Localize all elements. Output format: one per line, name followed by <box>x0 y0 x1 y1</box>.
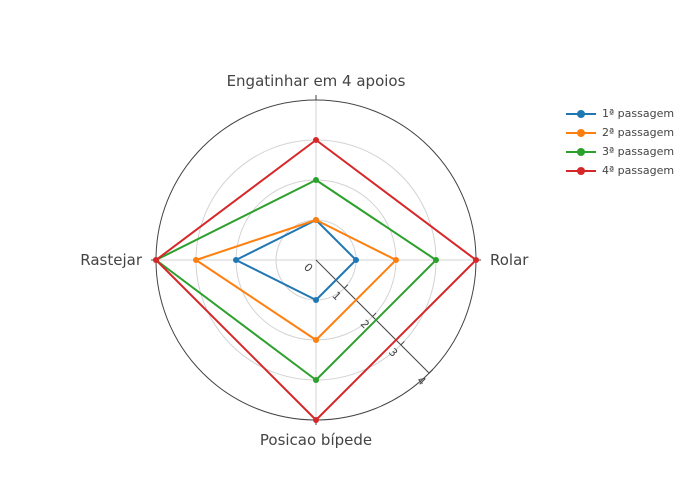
radial-tick-2 <box>372 312 377 317</box>
radial-tick-label-2: 2 <box>358 317 372 331</box>
series-1-point-3 <box>313 297 319 303</box>
radial-tick-4 <box>428 369 434 374</box>
axis-label-rastejar: Rastejar <box>80 251 143 269</box>
series-1-point-2 <box>353 257 359 263</box>
legend-label-4: 4ª passagem <box>602 164 675 177</box>
legend-item-3[interactable]: 3ª passagem <box>566 142 674 161</box>
series-4-point-2 <box>473 257 479 263</box>
legend-label-2: 2ª passagem <box>602 126 675 139</box>
series-2-point-2 <box>393 257 399 263</box>
legend-swatch-3 <box>566 146 596 158</box>
series-3-point-2 <box>433 257 439 263</box>
series-2-point-4 <box>193 257 199 263</box>
series-3-point-1 <box>313 177 319 183</box>
series-2-point-1 <box>313 217 319 223</box>
legend-item-1[interactable]: 1ª passagem <box>566 104 674 123</box>
radial-tick-label-0: 0 <box>301 261 315 275</box>
radial-tick-label-4: 4 <box>414 374 428 388</box>
legend-swatch-2 <box>566 127 596 139</box>
series-1-point-4 <box>233 257 239 263</box>
radial-tick-label-1: 1 <box>329 289 343 303</box>
series-3-point-3 <box>313 377 319 383</box>
legend-item-4[interactable]: 4ª passagem <box>566 161 674 180</box>
legend-item-2[interactable]: 2ª passagem <box>566 123 674 142</box>
legend: 1ª passagem 2ª passagem 3ª passagem 4ª p… <box>566 104 674 180</box>
series-4-point-1 <box>313 137 319 143</box>
axis-label-posicao-bipede: Posicao bípede <box>260 431 372 449</box>
radial-tick-3 <box>400 340 405 346</box>
legend-label-3: 3ª passagem <box>602 145 675 158</box>
legend-label-1: 1ª passagem <box>602 107 675 120</box>
legend-swatch-4 <box>566 165 596 177</box>
series-2-point-3 <box>313 337 319 343</box>
axis-label-engatinhar-em-4-apoios: Engatinhar em 4 apoios <box>227 72 406 90</box>
series-4-point-4 <box>153 257 159 263</box>
axis-label-rolar: Rolar <box>490 251 529 269</box>
series-4-point-3 <box>313 417 319 423</box>
radial-tick-1 <box>343 284 349 289</box>
legend-swatch-1 <box>566 108 596 120</box>
